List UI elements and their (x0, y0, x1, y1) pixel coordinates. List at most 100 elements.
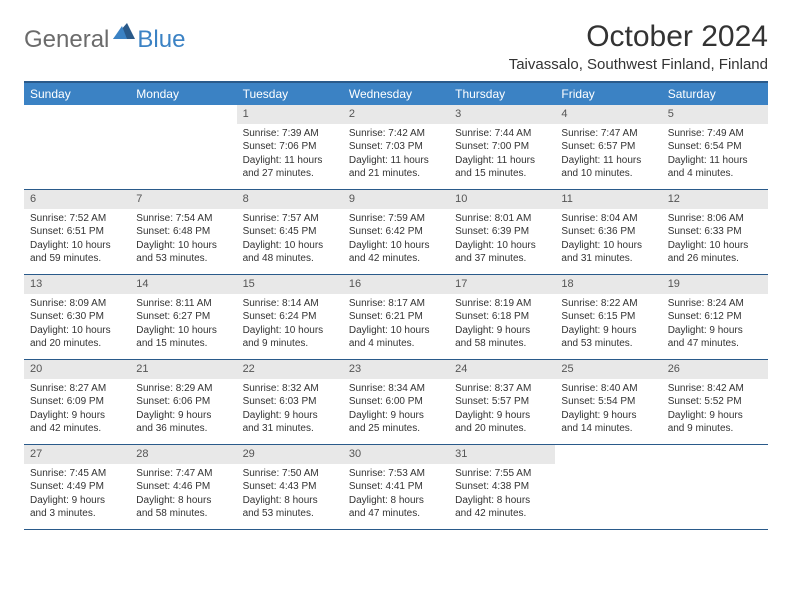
day-cell: 26Sunrise: 8:42 AMSunset: 5:52 PMDayligh… (662, 360, 768, 444)
day-number: 16 (343, 275, 449, 294)
day-body: Sunrise: 7:47 AMSunset: 4:46 PMDaylight:… (130, 464, 236, 527)
day-body: Sunrise: 7:47 AMSunset: 6:57 PMDaylight:… (555, 124, 661, 187)
title-block: October 2024 Taivassalo, Southwest Finla… (509, 20, 768, 73)
day-number: 20 (24, 360, 130, 379)
day-body: Sunrise: 8:27 AMSunset: 6:09 PMDaylight:… (24, 379, 130, 442)
week-row: 20Sunrise: 8:27 AMSunset: 6:09 PMDayligh… (24, 360, 768, 445)
day-number: 19 (662, 275, 768, 294)
day-cell: 3Sunrise: 7:44 AMSunset: 7:00 PMDaylight… (449, 105, 555, 189)
day-number: 22 (237, 360, 343, 379)
sunrise-text: Sunrise: 8:37 AM (455, 382, 549, 396)
day-cell: 24Sunrise: 8:37 AMSunset: 5:57 PMDayligh… (449, 360, 555, 444)
day-body: Sunrise: 7:42 AMSunset: 7:03 PMDaylight:… (343, 124, 449, 187)
day-cell: 9Sunrise: 7:59 AMSunset: 6:42 PMDaylight… (343, 190, 449, 274)
day-number: 15 (237, 275, 343, 294)
day-number: 29 (237, 445, 343, 464)
day-body: Sunrise: 8:37 AMSunset: 5:57 PMDaylight:… (449, 379, 555, 442)
day-body: Sunrise: 8:19 AMSunset: 6:18 PMDaylight:… (449, 294, 555, 357)
daylight-text: Daylight: 10 hours and 26 minutes. (668, 239, 762, 266)
daylight-text: Daylight: 9 hours and 3 minutes. (30, 494, 124, 521)
day-number: 4 (555, 105, 661, 124)
day-body: Sunrise: 7:52 AMSunset: 6:51 PMDaylight:… (24, 209, 130, 272)
daylight-text: Daylight: 8 hours and 53 minutes. (243, 494, 337, 521)
sunset-text: Sunset: 4:43 PM (243, 480, 337, 494)
day-number: 1 (237, 105, 343, 124)
sunset-text: Sunset: 5:54 PM (561, 395, 655, 409)
sunset-text: Sunset: 6:33 PM (668, 225, 762, 239)
weeks-container: 1Sunrise: 7:39 AMSunset: 7:06 PMDaylight… (24, 105, 768, 530)
day-header-wednesday: Wednesday (343, 83, 449, 105)
sunrise-text: Sunrise: 7:52 AM (30, 212, 124, 226)
day-cell: 16Sunrise: 8:17 AMSunset: 6:21 PMDayligh… (343, 275, 449, 359)
sunrise-text: Sunrise: 7:39 AM (243, 127, 337, 141)
day-body: Sunrise: 8:09 AMSunset: 6:30 PMDaylight:… (24, 294, 130, 357)
day-body: Sunrise: 7:39 AMSunset: 7:06 PMDaylight:… (237, 124, 343, 187)
day-cell: 10Sunrise: 8:01 AMSunset: 6:39 PMDayligh… (449, 190, 555, 274)
daylight-text: Daylight: 9 hours and 14 minutes. (561, 409, 655, 436)
day-cell: 29Sunrise: 7:50 AMSunset: 4:43 PMDayligh… (237, 445, 343, 529)
day-cell: 2Sunrise: 7:42 AMSunset: 7:03 PMDaylight… (343, 105, 449, 189)
empty-cell (24, 105, 130, 189)
sunrise-text: Sunrise: 8:04 AM (561, 212, 655, 226)
sunset-text: Sunset: 6:48 PM (136, 225, 230, 239)
day-number: 9 (343, 190, 449, 209)
day-cell: 13Sunrise: 8:09 AMSunset: 6:30 PMDayligh… (24, 275, 130, 359)
day-number: 13 (24, 275, 130, 294)
day-cell: 30Sunrise: 7:53 AMSunset: 4:41 PMDayligh… (343, 445, 449, 529)
day-cell: 19Sunrise: 8:24 AMSunset: 6:12 PMDayligh… (662, 275, 768, 359)
day-cell: 11Sunrise: 8:04 AMSunset: 6:36 PMDayligh… (555, 190, 661, 274)
daylight-text: Daylight: 9 hours and 20 minutes. (455, 409, 549, 436)
empty-cell (662, 445, 768, 529)
daylight-text: Daylight: 10 hours and 48 minutes. (243, 239, 337, 266)
sunrise-text: Sunrise: 8:34 AM (349, 382, 443, 396)
daylight-text: Daylight: 8 hours and 58 minutes. (136, 494, 230, 521)
day-number: 30 (343, 445, 449, 464)
sunset-text: Sunset: 6:51 PM (30, 225, 124, 239)
sunset-text: Sunset: 6:18 PM (455, 310, 549, 324)
day-header-sunday: Sunday (24, 83, 130, 105)
sunset-text: Sunset: 4:41 PM (349, 480, 443, 494)
daylight-text: Daylight: 9 hours and 53 minutes. (561, 324, 655, 351)
day-number: 11 (555, 190, 661, 209)
day-number: 6 (24, 190, 130, 209)
daylight-text: Daylight: 11 hours and 10 minutes. (561, 154, 655, 181)
day-cell: 27Sunrise: 7:45 AMSunset: 4:49 PMDayligh… (24, 445, 130, 529)
sunset-text: Sunset: 6:15 PM (561, 310, 655, 324)
sunrise-text: Sunrise: 8:40 AM (561, 382, 655, 396)
day-body: Sunrise: 7:45 AMSunset: 4:49 PMDaylight:… (24, 464, 130, 527)
sunrise-text: Sunrise: 7:44 AM (455, 127, 549, 141)
sunset-text: Sunset: 6:06 PM (136, 395, 230, 409)
daylight-text: Daylight: 11 hours and 15 minutes. (455, 154, 549, 181)
daylight-text: Daylight: 10 hours and 59 minutes. (30, 239, 124, 266)
day-number: 28 (130, 445, 236, 464)
daylight-text: Daylight: 9 hours and 9 minutes. (668, 409, 762, 436)
logo: General Blue (24, 26, 185, 54)
day-number: 8 (237, 190, 343, 209)
day-number: 17 (449, 275, 555, 294)
day-body: Sunrise: 8:22 AMSunset: 6:15 PMDaylight:… (555, 294, 661, 357)
daylight-text: Daylight: 10 hours and 20 minutes. (30, 324, 124, 351)
daylight-text: Daylight: 8 hours and 42 minutes. (455, 494, 549, 521)
day-number: 23 (343, 360, 449, 379)
day-cell: 28Sunrise: 7:47 AMSunset: 4:46 PMDayligh… (130, 445, 236, 529)
day-body: Sunrise: 7:53 AMSunset: 4:41 PMDaylight:… (343, 464, 449, 527)
sunrise-text: Sunrise: 8:17 AM (349, 297, 443, 311)
sunset-text: Sunset: 6:03 PM (243, 395, 337, 409)
daylight-text: Daylight: 9 hours and 25 minutes. (349, 409, 443, 436)
sunrise-text: Sunrise: 7:59 AM (349, 212, 443, 226)
day-body: Sunrise: 8:14 AMSunset: 6:24 PMDaylight:… (237, 294, 343, 357)
day-cell: 21Sunrise: 8:29 AMSunset: 6:06 PMDayligh… (130, 360, 236, 444)
sunset-text: Sunset: 4:38 PM (455, 480, 549, 494)
week-row: 13Sunrise: 8:09 AMSunset: 6:30 PMDayligh… (24, 275, 768, 360)
sunrise-text: Sunrise: 7:49 AM (668, 127, 762, 141)
day-cell: 6Sunrise: 7:52 AMSunset: 6:51 PMDaylight… (24, 190, 130, 274)
sunset-text: Sunset: 7:00 PM (455, 140, 549, 154)
daylight-text: Daylight: 10 hours and 53 minutes. (136, 239, 230, 266)
day-body: Sunrise: 8:17 AMSunset: 6:21 PMDaylight:… (343, 294, 449, 357)
daylight-text: Daylight: 9 hours and 36 minutes. (136, 409, 230, 436)
day-cell: 4Sunrise: 7:47 AMSunset: 6:57 PMDaylight… (555, 105, 661, 189)
daylight-text: Daylight: 10 hours and 4 minutes. (349, 324, 443, 351)
day-body: Sunrise: 7:55 AMSunset: 4:38 PMDaylight:… (449, 464, 555, 527)
day-cell: 31Sunrise: 7:55 AMSunset: 4:38 PMDayligh… (449, 445, 555, 529)
day-body: Sunrise: 8:01 AMSunset: 6:39 PMDaylight:… (449, 209, 555, 272)
